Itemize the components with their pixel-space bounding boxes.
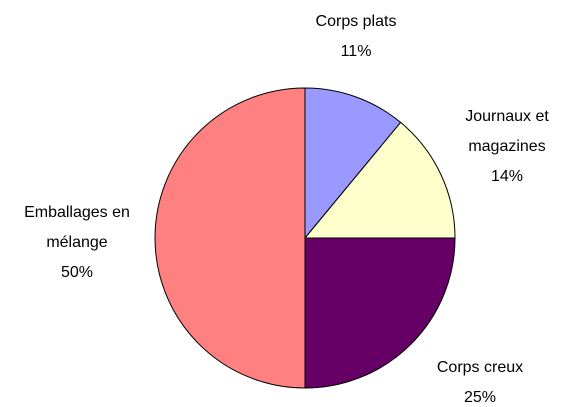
pie-slice [303, 121, 456, 239]
slice-label: Emballages en mélange 50% [7, 198, 147, 288]
category-label: Journaux et magazines [465, 108, 549, 155]
slice-label: Corps creux 25% [420, 353, 540, 407]
slice-label: Journaux et magazines 14% [447, 102, 566, 192]
slice-label: Corps plats 11% [301, 7, 411, 67]
category-label: Emballages en mélange [24, 204, 130, 251]
value-label: 11% [340, 43, 372, 60]
pie-slice [304, 237, 456, 389]
pie-slice [154, 87, 306, 389]
value-label: 25% [463, 389, 497, 406]
pie-slice [304, 87, 402, 240]
category-label: Corps plats [315, 13, 397, 30]
value-label: 14% [490, 168, 524, 185]
category-label: Corps creux [436, 359, 524, 376]
value-label: 50% [60, 264, 94, 281]
